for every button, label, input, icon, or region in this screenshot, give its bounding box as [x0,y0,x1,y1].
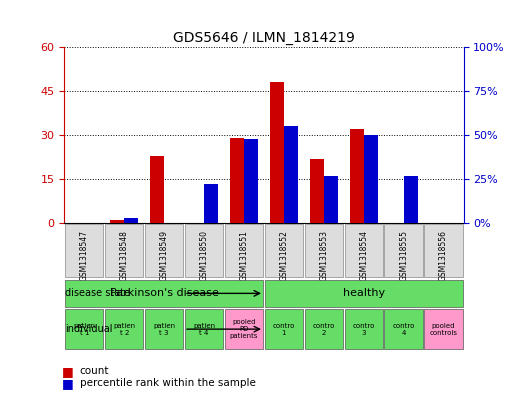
FancyBboxPatch shape [265,309,303,349]
Text: contro
4: contro 4 [392,323,415,336]
FancyBboxPatch shape [185,309,223,349]
Text: GSM1318547: GSM1318547 [80,230,89,281]
Bar [310,159,324,223]
Bar [150,156,164,223]
FancyBboxPatch shape [345,224,383,277]
Text: patien
t 3: patien t 3 [153,323,175,336]
Bar [124,218,138,223]
Text: GSM1318556: GSM1318556 [439,230,448,281]
FancyBboxPatch shape [145,309,183,349]
Text: GSM1318553: GSM1318553 [319,230,328,281]
FancyBboxPatch shape [385,309,423,349]
Bar [244,139,258,223]
Bar [110,220,124,223]
Text: pooled
PD
patients: pooled PD patients [230,319,258,339]
Text: GSM1318554: GSM1318554 [359,230,368,281]
Text: GSM1318548: GSM1318548 [120,230,129,281]
Bar [270,83,284,223]
Bar [350,129,364,223]
FancyBboxPatch shape [225,224,263,277]
FancyBboxPatch shape [305,224,343,277]
Text: count: count [80,366,109,376]
Text: percentile rank within the sample: percentile rank within the sample [80,378,256,388]
Text: Parkinson's disease: Parkinson's disease [110,288,218,298]
Text: healthy: healthy [342,288,385,298]
Text: GSM1318552: GSM1318552 [280,230,288,281]
FancyBboxPatch shape [105,224,143,277]
Text: GSM1318551: GSM1318551 [239,230,248,281]
FancyBboxPatch shape [65,309,104,349]
Bar [230,138,244,223]
Bar [204,184,218,223]
FancyBboxPatch shape [145,224,183,277]
Bar [324,176,338,223]
Text: patien
t 4: patien t 4 [193,323,215,336]
Text: individual: individual [65,324,113,334]
FancyBboxPatch shape [105,309,143,349]
Bar [364,135,377,223]
Text: GSM1318550: GSM1318550 [200,230,209,281]
FancyBboxPatch shape [424,309,462,349]
Text: contro
2: contro 2 [313,323,335,336]
FancyBboxPatch shape [225,309,263,349]
Text: ■: ■ [62,365,74,378]
FancyBboxPatch shape [305,309,343,349]
Text: contro
1: contro 1 [273,323,295,336]
Title: GDS5646 / ILMN_1814219: GDS5646 / ILMN_1814219 [173,31,355,45]
Text: GSM1318555: GSM1318555 [399,230,408,281]
FancyBboxPatch shape [265,224,303,277]
FancyBboxPatch shape [385,224,423,277]
FancyBboxPatch shape [65,280,263,307]
Text: contro
3: contro 3 [353,323,375,336]
Bar [284,127,298,223]
FancyBboxPatch shape [265,280,462,307]
FancyBboxPatch shape [185,224,223,277]
Text: disease state: disease state [65,288,130,298]
FancyBboxPatch shape [345,309,383,349]
Text: patien
t 1: patien t 1 [73,323,95,336]
FancyBboxPatch shape [65,224,104,277]
Bar [404,176,418,223]
Text: pooled
controls: pooled controls [430,323,457,336]
Text: GSM1318549: GSM1318549 [160,230,168,281]
Text: patien
t 2: patien t 2 [113,323,135,336]
Text: ■: ■ [62,376,74,390]
FancyBboxPatch shape [424,224,462,277]
